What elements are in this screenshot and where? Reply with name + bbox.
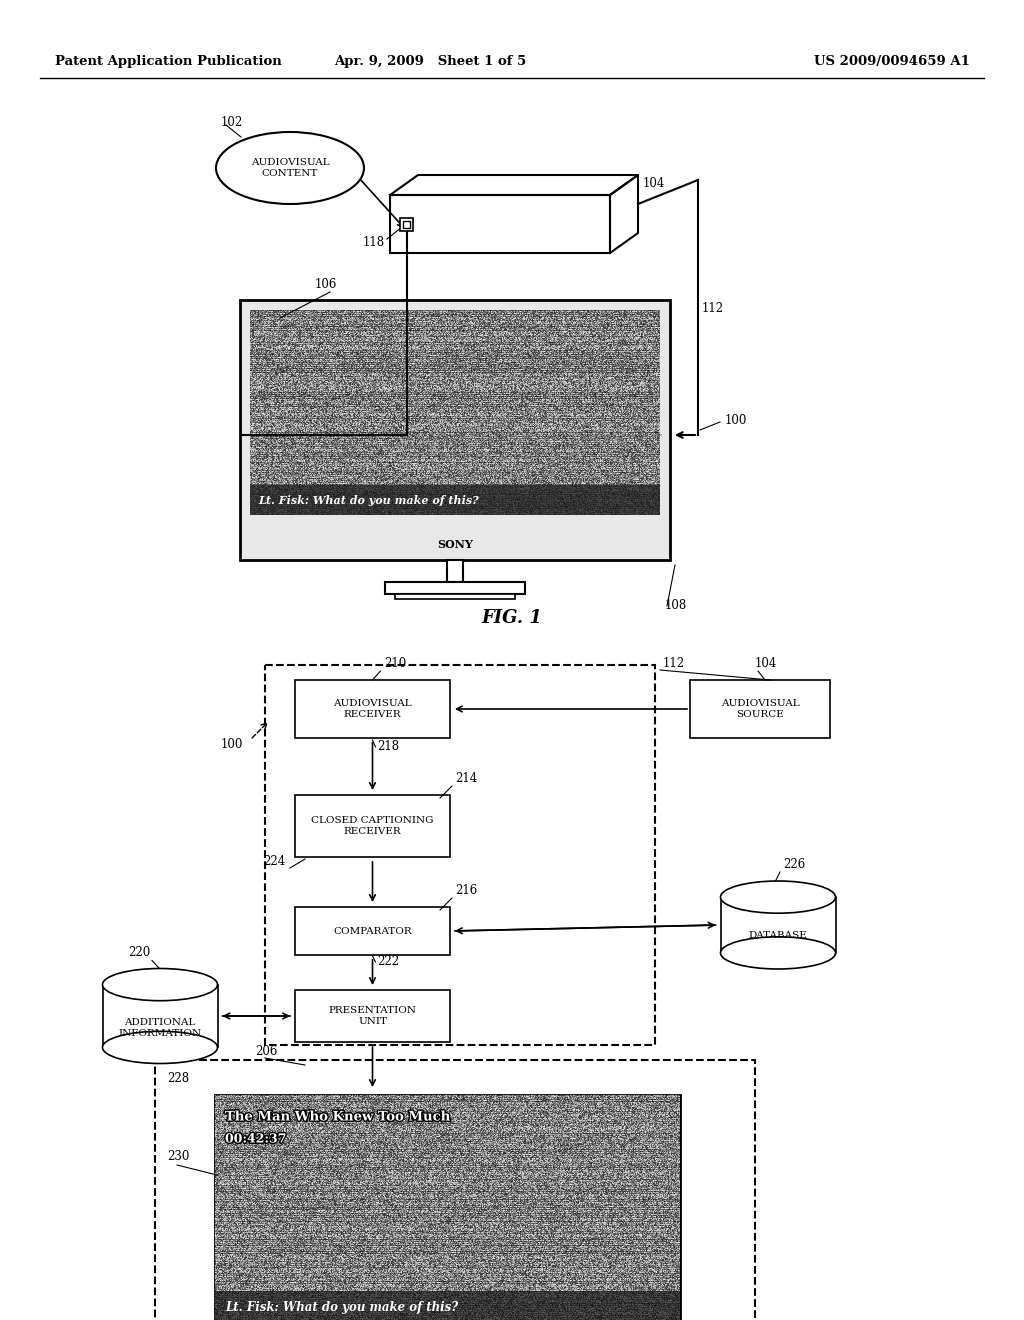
Text: 112: 112 bbox=[702, 302, 724, 315]
Bar bbox=[390, 195, 610, 253]
Text: 230: 230 bbox=[167, 1150, 189, 1163]
Text: 228: 228 bbox=[167, 1072, 189, 1085]
Text: 206: 206 bbox=[255, 1045, 278, 1059]
Text: AUDIOVISUAL
SOURCE: AUDIOVISUAL SOURCE bbox=[721, 700, 800, 718]
Text: Lt. Fisk: What do you make of this?: Lt. Fisk: What do you make of this? bbox=[258, 495, 478, 506]
Text: 220: 220 bbox=[128, 946, 150, 960]
Bar bbox=[215, 1291, 680, 1320]
Text: 102: 102 bbox=[221, 116, 244, 128]
Text: 112: 112 bbox=[663, 657, 685, 671]
Text: 100: 100 bbox=[220, 738, 243, 751]
Bar bbox=[400, 218, 413, 231]
Text: 106: 106 bbox=[315, 279, 337, 290]
Text: 224: 224 bbox=[263, 855, 286, 869]
Text: PRESENTATION
UNIT: PRESENTATION UNIT bbox=[329, 1006, 417, 1026]
Ellipse shape bbox=[721, 937, 836, 969]
Text: 104: 104 bbox=[755, 657, 777, 671]
Text: SONY: SONY bbox=[437, 539, 473, 549]
Text: 118: 118 bbox=[362, 235, 385, 248]
Text: 00:42:37: 00:42:37 bbox=[225, 1133, 287, 1146]
Bar bbox=[403, 220, 410, 227]
Bar bbox=[155, 1060, 755, 1320]
Bar bbox=[295, 907, 450, 954]
Text: AUDIOVISUAL
CONTENT: AUDIOVISUAL CONTENT bbox=[251, 158, 330, 178]
Text: DATABASE: DATABASE bbox=[749, 931, 807, 940]
Text: FIG. 1: FIG. 1 bbox=[481, 609, 543, 627]
Bar bbox=[721, 898, 836, 953]
Text: Patent Application Publication: Patent Application Publication bbox=[55, 55, 282, 69]
Bar bbox=[447, 560, 463, 582]
Ellipse shape bbox=[721, 880, 836, 913]
Text: 108: 108 bbox=[665, 599, 687, 612]
Text: US 2009/0094659 A1: US 2009/0094659 A1 bbox=[814, 55, 970, 69]
Text: AUDIOVISUAL
RECEIVER: AUDIOVISUAL RECEIVER bbox=[333, 700, 412, 718]
Ellipse shape bbox=[102, 969, 217, 1001]
Text: 104: 104 bbox=[643, 177, 666, 190]
Text: ADDITIONAL
INFORMATION: ADDITIONAL INFORMATION bbox=[119, 1018, 202, 1038]
Text: The Man Who Knew Too Much: The Man Who Knew Too Much bbox=[225, 1110, 450, 1123]
Bar bbox=[395, 594, 515, 599]
Text: COMPARATOR: COMPARATOR bbox=[333, 927, 412, 936]
Text: 216: 216 bbox=[455, 884, 477, 898]
Text: CLOSED CAPTIONING
RECEIVER: CLOSED CAPTIONING RECEIVER bbox=[311, 816, 434, 836]
Bar bbox=[265, 665, 655, 1045]
Text: 100: 100 bbox=[725, 413, 748, 426]
Text: 214: 214 bbox=[455, 772, 477, 785]
Text: 222: 222 bbox=[378, 954, 399, 968]
Bar bbox=[102, 985, 217, 1047]
Bar bbox=[690, 680, 830, 738]
Bar bbox=[295, 990, 450, 1041]
Bar bbox=[295, 680, 450, 738]
Bar bbox=[250, 484, 660, 515]
Ellipse shape bbox=[102, 1031, 217, 1064]
Text: 218: 218 bbox=[378, 741, 399, 752]
Bar bbox=[295, 795, 450, 857]
Bar bbox=[385, 582, 525, 594]
Text: Lt. Fisk: What do you make of this?: Lt. Fisk: What do you make of this? bbox=[225, 1300, 458, 1313]
Bar bbox=[215, 1096, 680, 1320]
Text: Apr. 9, 2009   Sheet 1 of 5: Apr. 9, 2009 Sheet 1 of 5 bbox=[334, 55, 526, 69]
Ellipse shape bbox=[216, 132, 364, 205]
Bar bbox=[240, 300, 670, 560]
Text: 210: 210 bbox=[384, 657, 407, 671]
Text: 226: 226 bbox=[783, 858, 805, 871]
